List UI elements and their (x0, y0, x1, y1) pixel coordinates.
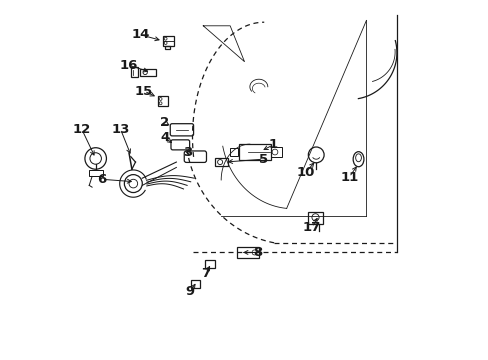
Bar (237, 247, 258, 258)
Text: 1: 1 (268, 138, 277, 151)
Bar (271, 147, 282, 157)
Bar (88, 170, 102, 176)
Bar (158, 96, 167, 106)
Bar (308, 212, 323, 224)
Bar (215, 158, 227, 166)
Bar (239, 144, 271, 160)
Text: 10: 10 (296, 166, 314, 179)
Text: 6: 6 (97, 173, 106, 186)
Text: 16: 16 (120, 59, 138, 72)
Bar (204, 260, 215, 267)
Text: 7: 7 (201, 267, 210, 280)
Text: 14: 14 (131, 28, 149, 41)
Text: 11: 11 (339, 171, 358, 184)
Text: 3: 3 (183, 145, 192, 158)
Bar (163, 36, 174, 46)
Text: 2: 2 (160, 116, 169, 129)
Bar (140, 69, 156, 76)
Text: 8: 8 (253, 246, 262, 259)
Bar (164, 46, 169, 49)
Text: 9: 9 (185, 285, 194, 298)
Bar (191, 280, 200, 288)
Bar (131, 67, 138, 77)
Text: 12: 12 (73, 123, 91, 136)
Text: 17: 17 (302, 221, 321, 234)
Text: 13: 13 (111, 123, 130, 136)
Text: 5: 5 (258, 153, 267, 166)
Bar (230, 148, 238, 156)
Text: 4: 4 (160, 131, 169, 144)
Text: 15: 15 (135, 85, 153, 98)
